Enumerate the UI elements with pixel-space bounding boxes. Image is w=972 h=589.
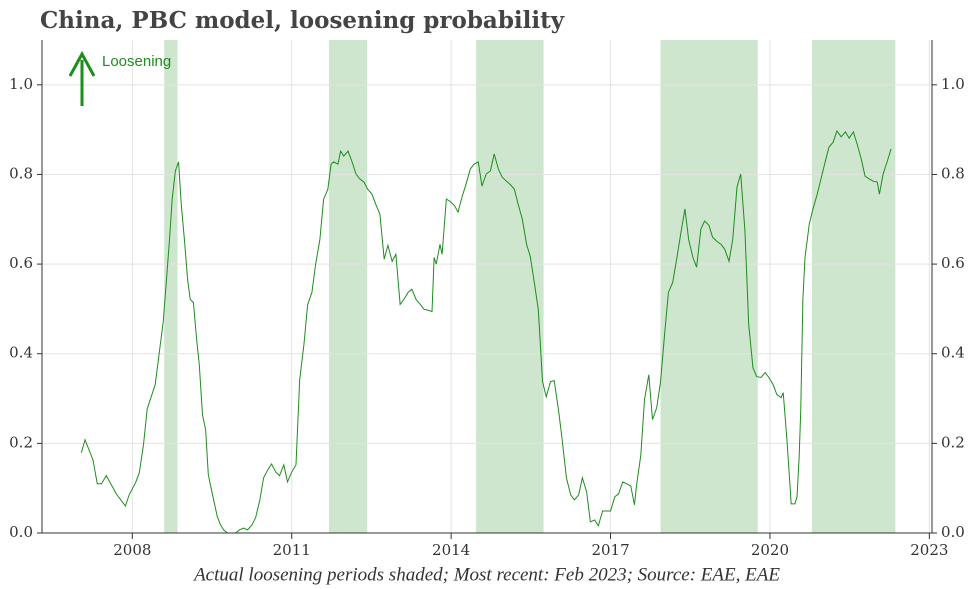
- shaded-period: [164, 40, 178, 533]
- plot: [80, 129, 892, 534]
- y2-tick-label: 0.2: [941, 433, 965, 451]
- y-tick-label: 0.2: [9, 433, 33, 451]
- shaded-period: [811, 40, 896, 533]
- shaded-periods: [164, 40, 896, 533]
- line: [80, 129, 892, 534]
- x-tick-label: 2014: [432, 541, 470, 559]
- x-tick-label: 2011: [273, 541, 311, 559]
- arrow-head: [68, 50, 96, 77]
- y2-tick-label: 0.8: [941, 164, 965, 182]
- shaded-period: [328, 40, 368, 533]
- x-tick-label: 2023: [910, 541, 948, 559]
- y-tick-label: 0.6: [9, 254, 33, 272]
- y-tick-label: 0.8: [9, 164, 33, 182]
- y-tick-label: 1.0: [9, 75, 33, 93]
- grid: [37, 40, 937, 539]
- shaded-period: [476, 40, 544, 533]
- y2-tick-label: 0.0: [941, 523, 965, 541]
- y2-tick-label: 1.0: [941, 75, 965, 93]
- y2-tick-label: 0.6: [941, 254, 965, 272]
- y-tick-label: 0.4: [9, 344, 33, 362]
- caption: Actual loosening periods shaded; Most re…: [192, 564, 780, 585]
- y-tick-label: 0.0: [9, 523, 33, 541]
- x-tick-label: 2017: [591, 541, 629, 559]
- chart-title: China, PBC model, loosening probability: [40, 7, 565, 34]
- x-tick-label: 2008: [113, 541, 151, 559]
- shaded-period: [660, 40, 758, 533]
- annotation: Loosening: [102, 53, 171, 70]
- y2-tick-label: 0.4: [941, 344, 965, 362]
- x-tick-label: 2020: [751, 541, 789, 559]
